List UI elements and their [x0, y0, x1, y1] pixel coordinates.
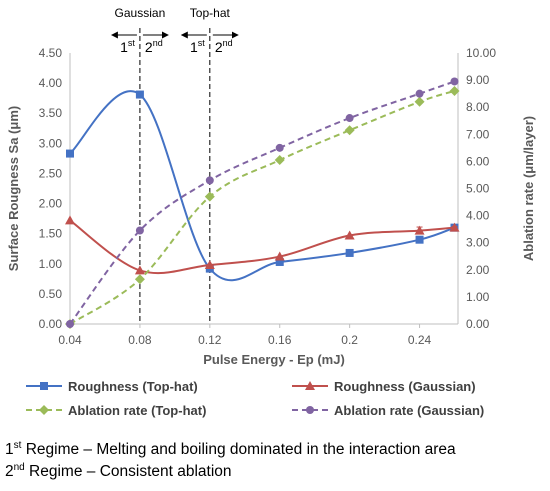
data-point — [274, 155, 285, 166]
x-tick-label: 0.08 — [128, 333, 152, 347]
data-point — [415, 89, 424, 98]
x-tick-label: 0.04 — [58, 333, 82, 347]
y-right-tick-label: 4.00 — [466, 209, 490, 223]
y-left-tick-label: 3.00 — [39, 136, 63, 150]
data-point — [66, 320, 74, 328]
y-right-tick-label: 1.00 — [466, 290, 490, 304]
phase-left-label: 1st — [190, 38, 205, 55]
phase-right-label: 2nd — [215, 38, 233, 55]
data-point — [344, 230, 355, 240]
legend-marker — [305, 381, 315, 390]
region-label: Gaussian — [115, 6, 166, 20]
data-point — [274, 251, 285, 261]
data-point — [345, 248, 354, 257]
x-tick-label: 0.24 — [408, 333, 432, 347]
y-left-tick-label: 1.50 — [39, 227, 63, 241]
chart: 0.00 0.50 1.00 1.50 2.00 2.50 3.00 3.50 4.00 4.50… — [6, 6, 536, 418]
legend-label: Roughness (Gaussian) — [334, 379, 476, 394]
data-point — [65, 215, 75, 225]
y-left-tick-label: 0.50 — [39, 287, 63, 301]
phase-left-label: 1st — [120, 38, 135, 55]
x-tick-label: 0.2 — [341, 333, 358, 347]
regime-note-2-number: 2 — [5, 463, 14, 481]
y-left-tick-label: 4.00 — [39, 76, 63, 90]
y-left-tick-label: 2.50 — [39, 166, 63, 180]
y-right-tick-label: 8.00 — [466, 100, 490, 114]
data-point — [450, 77, 459, 86]
y-right-tick-label: 5.00 — [466, 182, 490, 196]
data-point — [345, 114, 354, 123]
y-left-axis-title: Surface Rougness Sa (μm) — [6, 106, 21, 271]
y-right-tick-label: 3.00 — [466, 236, 490, 250]
regime-note-2-text: Regime – Consistent ablation — [24, 463, 232, 481]
data-point — [449, 85, 460, 96]
x-tick-label: 0.16 — [268, 333, 292, 347]
x-tick-label: 0.12 — [198, 333, 222, 347]
y-right-tick-label: 7.00 — [466, 127, 490, 141]
y-left-tick-label: 2.00 — [39, 197, 63, 211]
data-point — [414, 225, 425, 235]
data-point — [414, 96, 425, 107]
data-point — [205, 176, 214, 185]
data-point — [134, 274, 145, 285]
legend-label: Ablation rate (Gaussian) — [334, 403, 484, 418]
y-right-tick-label: 10.00 — [466, 46, 496, 60]
regime-note-1-number: 1 — [5, 441, 14, 459]
series-line — [69, 80, 455, 325]
data-point — [135, 226, 144, 235]
y-right-tick-label: 6.00 — [466, 154, 490, 168]
y-left-tick-label: 1.00 — [39, 257, 63, 271]
regime-note-1-sup: st — [13, 440, 22, 451]
legend-marker — [40, 382, 48, 390]
legend-marker — [39, 405, 49, 415]
data-point — [66, 149, 74, 158]
regime-note-1-text: Regime – Melting and boiling dominated i… — [21, 441, 456, 459]
data-point — [344, 125, 355, 136]
data-point — [135, 90, 144, 99]
region-label: Top-hat — [190, 6, 231, 20]
y-left-tick-label: 4.50 — [39, 46, 63, 60]
regime-note-2-sup: nd — [13, 462, 25, 473]
y-right-tick-label: 9.00 — [466, 73, 490, 87]
series-line — [69, 89, 455, 325]
legend-label: Ablation rate (Top-hat) — [68, 403, 206, 418]
legend-marker — [306, 406, 314, 414]
y-right-tick-label: 2.00 — [466, 263, 490, 277]
y-left-tick-label: 3.50 — [39, 106, 63, 120]
regime-note-1: 1st Regime – Melting and boiling dominat… — [5, 440, 456, 459]
data-point — [449, 222, 460, 232]
regime-note-2: 2nd Regime – Consistent ablation — [5, 462, 232, 481]
data-point — [134, 265, 145, 275]
data-point — [275, 257, 284, 266]
data-point — [204, 191, 215, 202]
data-point — [415, 235, 424, 244]
legend-label: Roughness (Top-hat) — [68, 379, 198, 394]
data-point — [275, 143, 284, 152]
y-right-axis-title: Ablation rate (μm/layer) — [521, 116, 536, 261]
series-line — [69, 219, 455, 275]
data-point — [204, 259, 215, 269]
x-axis-title: Pulse Energy - Ep (mJ) — [203, 352, 345, 367]
y-right-tick-label: 0.00 — [466, 317, 490, 331]
series-line — [69, 90, 455, 282]
y-left-tick-label: 0.00 — [39, 317, 63, 331]
phase-right-label: 2nd — [145, 38, 163, 55]
